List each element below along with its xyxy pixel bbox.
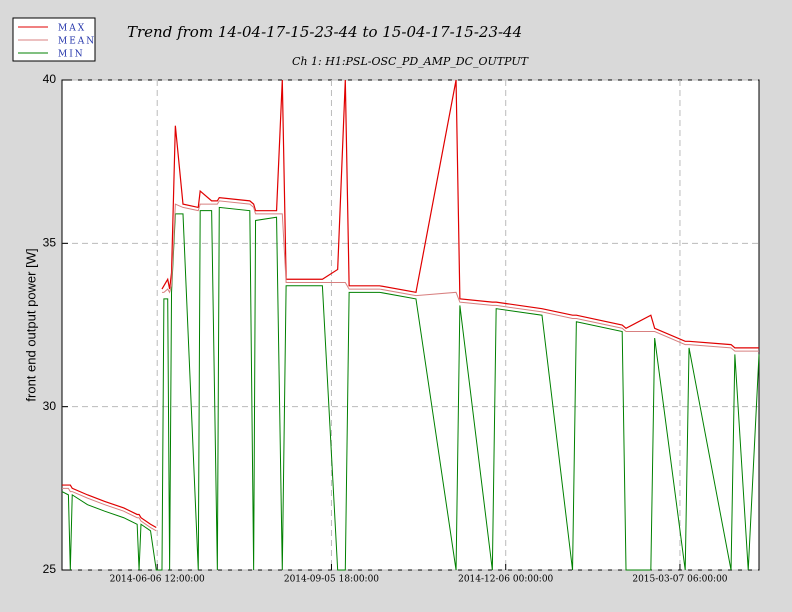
chart-subtitle: Ch 1: H1:PSL-OSC_PD_AMP_DC_OUTPUT xyxy=(292,55,530,68)
x-tick-label: 2014-06-06 12:00:00 xyxy=(110,575,205,585)
x-tick-label: 2014-09-05 18:00:00 xyxy=(284,575,379,585)
legend-label: MAX xyxy=(58,24,86,34)
plot-area xyxy=(61,79,760,571)
chart-title: Trend from 14-04-17-15-23-44 to 15-04-17… xyxy=(127,23,522,41)
y-tick-label: 35 xyxy=(43,236,57,250)
series-line xyxy=(62,200,759,532)
x-tick-label: 2014-12-06 00:00:00 xyxy=(458,575,553,585)
series-line xyxy=(61,206,760,571)
y-tick-label: 30 xyxy=(43,399,57,413)
legend-label: MEAN xyxy=(58,37,96,47)
x-tick-label: 2015-03-07 06:00:00 xyxy=(632,575,727,585)
series-line xyxy=(62,79,759,529)
legend-label: MIN xyxy=(58,50,85,60)
y-tick-label: 25 xyxy=(43,562,57,576)
y-tick-label: 40 xyxy=(43,72,57,86)
y-axis-label: front end output power [W] xyxy=(23,248,38,401)
